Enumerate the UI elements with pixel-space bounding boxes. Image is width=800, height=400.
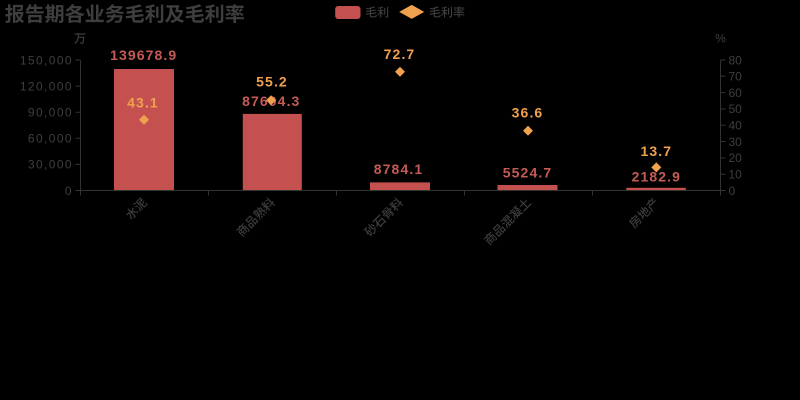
svg-text:2182.9: 2182.9 [632, 168, 681, 184]
svg-text:72.7: 72.7 [384, 46, 416, 62]
svg-text:50: 50 [729, 102, 743, 116]
svg-text:43.1: 43.1 [127, 95, 159, 111]
svg-text:0: 0 [729, 184, 736, 198]
svg-text:20: 20 [729, 151, 743, 165]
svg-text:5524.7: 5524.7 [503, 165, 552, 181]
svg-text:90,000: 90,000 [28, 106, 73, 120]
svg-text:%: % [715, 32, 726, 46]
svg-text:60: 60 [729, 86, 743, 100]
svg-text:60,000: 60,000 [28, 132, 73, 146]
svg-text:150,000: 150,000 [20, 53, 73, 67]
svg-text:13.7: 13.7 [640, 143, 672, 159]
svg-text:40: 40 [729, 119, 743, 133]
svg-text:120,000: 120,000 [20, 79, 73, 93]
svg-text:10: 10 [729, 167, 743, 181]
svg-text:36.6: 36.6 [512, 105, 544, 121]
svg-text:55.2: 55.2 [256, 74, 288, 90]
svg-text:70: 70 [729, 70, 743, 84]
svg-text:139678.9: 139678.9 [110, 47, 177, 63]
svg-text:30: 30 [729, 135, 743, 149]
svg-text:80: 80 [729, 53, 743, 67]
svg-text:30,000: 30,000 [28, 158, 73, 172]
svg-text:0: 0 [65, 184, 73, 198]
svg-text:8784.1: 8784.1 [374, 161, 423, 177]
